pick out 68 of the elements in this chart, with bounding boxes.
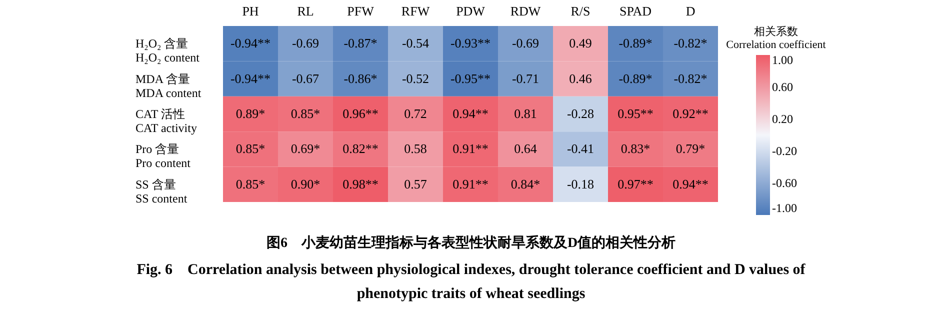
data-label: 0.58 xyxy=(404,141,427,156)
x-tick-label: PDW xyxy=(456,4,486,18)
data-label: 0.98** xyxy=(342,176,378,192)
y-tick-label: Pro 含量 Pro content xyxy=(136,142,192,170)
data-label: -0.69 xyxy=(512,36,540,51)
color-bar-label: 0.20 xyxy=(772,112,793,126)
data-label: 0.95** xyxy=(618,106,654,121)
x-tick-label: PFW xyxy=(347,4,375,18)
data-label: 0.91** xyxy=(452,141,488,156)
data-label: -0.18 xyxy=(566,176,594,192)
x-tick-label: RDW xyxy=(510,4,542,18)
x-tick-label: RFW xyxy=(401,4,430,18)
data-label: -0.86* xyxy=(344,70,378,86)
data-label: 0.57 xyxy=(404,176,428,192)
data-label: -0.89* xyxy=(618,36,652,51)
data-label: 0.82** xyxy=(342,141,378,156)
data-label: 0.49 xyxy=(569,36,592,51)
data-label: -0.94** xyxy=(230,70,271,86)
x-tick-label: PH xyxy=(242,4,259,18)
data-label: 0.85* xyxy=(236,176,266,192)
y-tick-label: MDA 含量 MDA content xyxy=(136,72,202,100)
data-label: 0.72 xyxy=(404,106,427,121)
x-tick-label: RL xyxy=(297,4,314,18)
data-label: -0.87* xyxy=(344,36,378,51)
data-label: -0.41 xyxy=(566,141,594,156)
data-label: 0.85* xyxy=(290,106,320,121)
data-label: 0.64 xyxy=(514,141,538,156)
data-label: 0.81 xyxy=(514,106,537,121)
data-label: 0.46 xyxy=(569,70,592,86)
data-label: 0.94** xyxy=(452,106,488,121)
color-bar-label: 1.00 xyxy=(772,53,793,67)
data-label: 0.97** xyxy=(618,176,654,192)
text: Fig. 6 Correlation analysis between physiological indexes, drought tolerance coefficient and D values of phenotypic traits of wheat seedlings xyxy=(136,261,806,304)
legend-title: 相关系数 Correlation coefficient xyxy=(726,25,826,51)
data-label: -0.89* xyxy=(618,70,652,86)
data-label: -0.67 xyxy=(292,70,320,86)
y-tick-label: CAT 活性 CAT activity xyxy=(136,107,197,135)
data-label: 0.84* xyxy=(510,176,540,192)
color-bar-label: -0.60 xyxy=(772,176,797,190)
color-bar-label: 0.60 xyxy=(772,80,793,94)
data-label: -0.95** xyxy=(450,70,491,86)
color-bar-label: -1.00 xyxy=(772,201,797,215)
data-label: 0.85* xyxy=(236,141,266,156)
data-label: -0.71 xyxy=(512,70,540,86)
data-label: -0.52 xyxy=(402,70,430,86)
data-label: -0.28 xyxy=(566,106,594,121)
y-tick-label: SS 含量 SS content xyxy=(136,177,188,206)
data-label: -0.82* xyxy=(674,70,708,86)
data-label: -0.94** xyxy=(230,36,271,51)
data-label: 0.91** xyxy=(452,176,488,192)
data-label: -0.69 xyxy=(292,36,320,51)
color-bar-label: -0.20 xyxy=(772,144,797,158)
x-tick-label: SPAD xyxy=(619,4,652,18)
data-label: 0.69* xyxy=(290,141,320,156)
data-label: 0.89* xyxy=(236,106,266,121)
data-label: 0.92** xyxy=(672,106,708,121)
x-tick-label: D xyxy=(686,4,696,18)
text: 图6 小麦幼苗生理指标与各表型性状耐旱系数及D值的相关性分析 xyxy=(265,234,677,252)
data-label: -0.54 xyxy=(402,36,430,51)
y-tick-label: H₂O₂ 含量 H₂O₂ content xyxy=(136,36,200,65)
data-label: 0.90* xyxy=(290,176,320,192)
data-label: 0.79* xyxy=(676,141,706,156)
data-label: 0.96** xyxy=(342,106,378,121)
data-label: 0.94** xyxy=(672,176,708,192)
x-tick-label: R/S xyxy=(570,4,590,18)
data-label: -0.82* xyxy=(674,36,708,51)
data-label: 0.83* xyxy=(620,141,650,156)
data-label: -0.93** xyxy=(450,36,491,51)
